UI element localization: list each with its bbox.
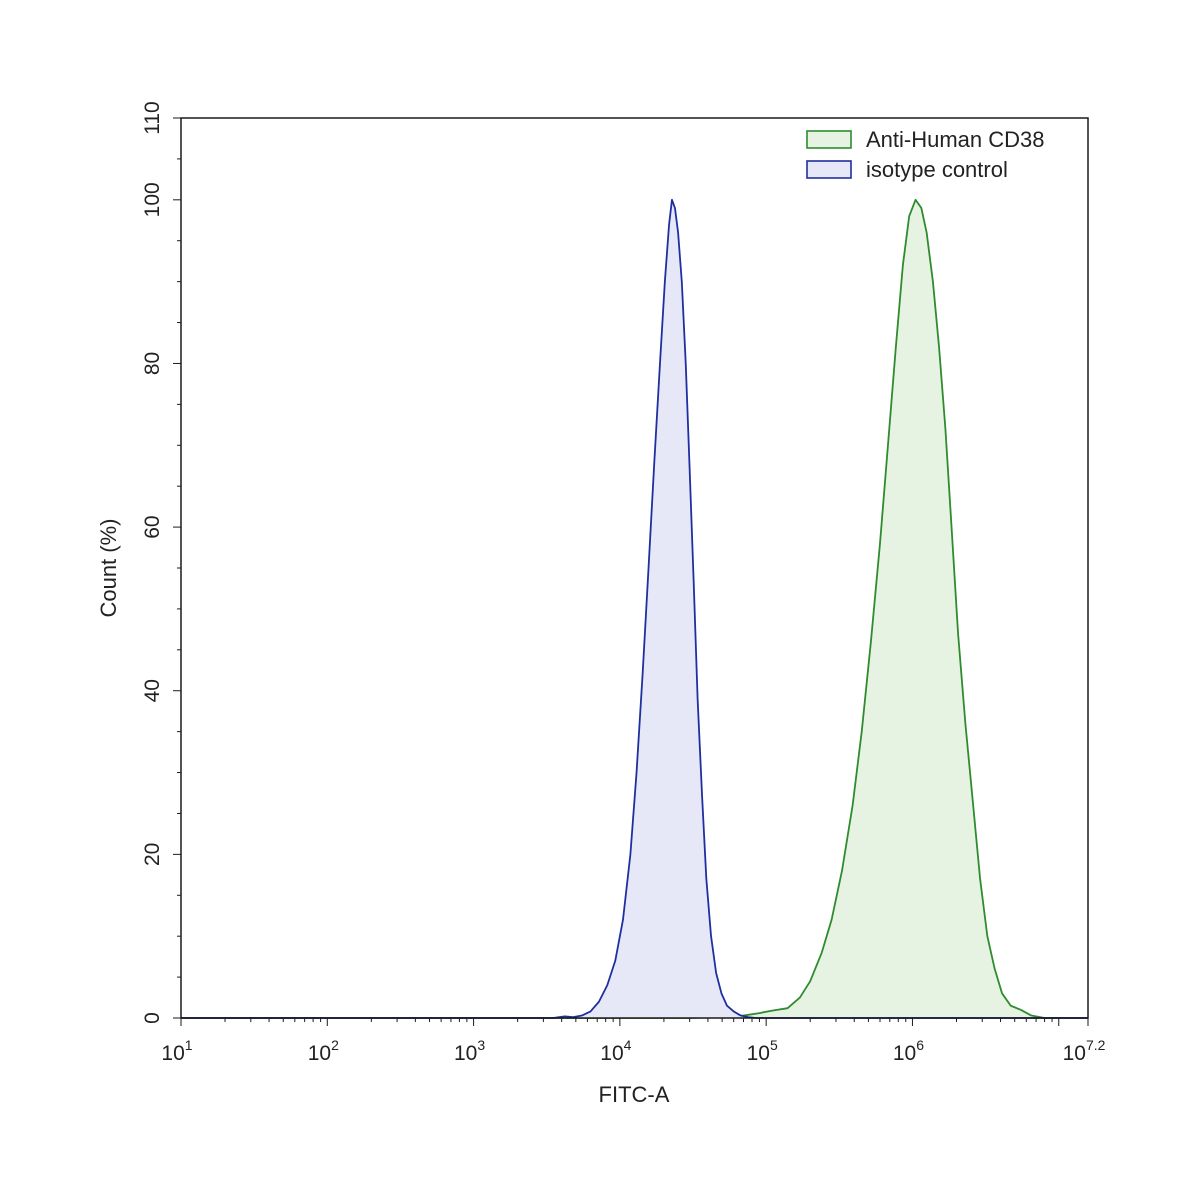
series-area-1 bbox=[181, 199, 1088, 1018]
x-tick-exponent: 6 bbox=[916, 1037, 924, 1053]
series-line-0 bbox=[181, 198, 1088, 1019]
y-tick-label: 110 bbox=[141, 101, 164, 134]
x-tick-label: 102 bbox=[308, 1037, 339, 1065]
y-tick-label: 0 bbox=[141, 1012, 164, 1024]
x-tick-base: 10 bbox=[1063, 1042, 1086, 1065]
y-tick-label: 20 bbox=[141, 843, 164, 866]
legend: Anti-Human CD38 isotype control bbox=[806, 127, 1045, 182]
x-tick-base: 10 bbox=[893, 1042, 916, 1065]
y-tick-label: 40 bbox=[141, 679, 164, 702]
x-tick-label: 103 bbox=[454, 1037, 485, 1065]
x-tick-label: 106 bbox=[893, 1037, 924, 1065]
legend-label-0: Anti-Human CD38 bbox=[866, 127, 1045, 152]
x-tick-exponent: 1 bbox=[185, 1037, 193, 1053]
x-tick-label: 105 bbox=[747, 1037, 778, 1065]
x-tick-label: 107.2 bbox=[1063, 1037, 1106, 1065]
x-tick-base: 10 bbox=[308, 1042, 331, 1065]
x-tick-base: 10 bbox=[600, 1042, 623, 1065]
y-tick-label: 60 bbox=[141, 515, 164, 538]
x-tick-exponent: 2 bbox=[331, 1037, 339, 1053]
x-axis-label: FITC-A bbox=[599, 1082, 670, 1107]
x-tick-exponent: 3 bbox=[477, 1037, 485, 1053]
legend-label-1: isotype control bbox=[866, 157, 1008, 182]
x-tick-exponent: 5 bbox=[770, 1037, 778, 1053]
x-tick-exponent: 4 bbox=[624, 1037, 632, 1053]
x-tick-label: 101 bbox=[161, 1037, 192, 1065]
y-axis: 0 20 40 60 80 100 110 bbox=[141, 101, 181, 1024]
x-tick-base: 10 bbox=[161, 1042, 184, 1065]
x-tick-exponent: 7.2 bbox=[1086, 1037, 1106, 1053]
x-tick-base: 10 bbox=[747, 1042, 770, 1065]
series-line-1 bbox=[181, 198, 1088, 1019]
y-tick-label: 100 bbox=[141, 182, 164, 217]
x-tick-label: 104 bbox=[600, 1037, 631, 1065]
x-axis: 101 102 103 104 105 106 107.2 bbox=[161, 1018, 1106, 1065]
legend-swatch-1 bbox=[806, 160, 852, 179]
series-area-0 bbox=[181, 199, 1088, 1018]
x-tick-base: 10 bbox=[454, 1042, 477, 1065]
y-tick-label: 80 bbox=[141, 352, 164, 375]
series-layer bbox=[181, 198, 1088, 1019]
y-axis-label: Count (%) bbox=[96, 518, 121, 617]
legend-swatch-0 bbox=[806, 130, 852, 149]
